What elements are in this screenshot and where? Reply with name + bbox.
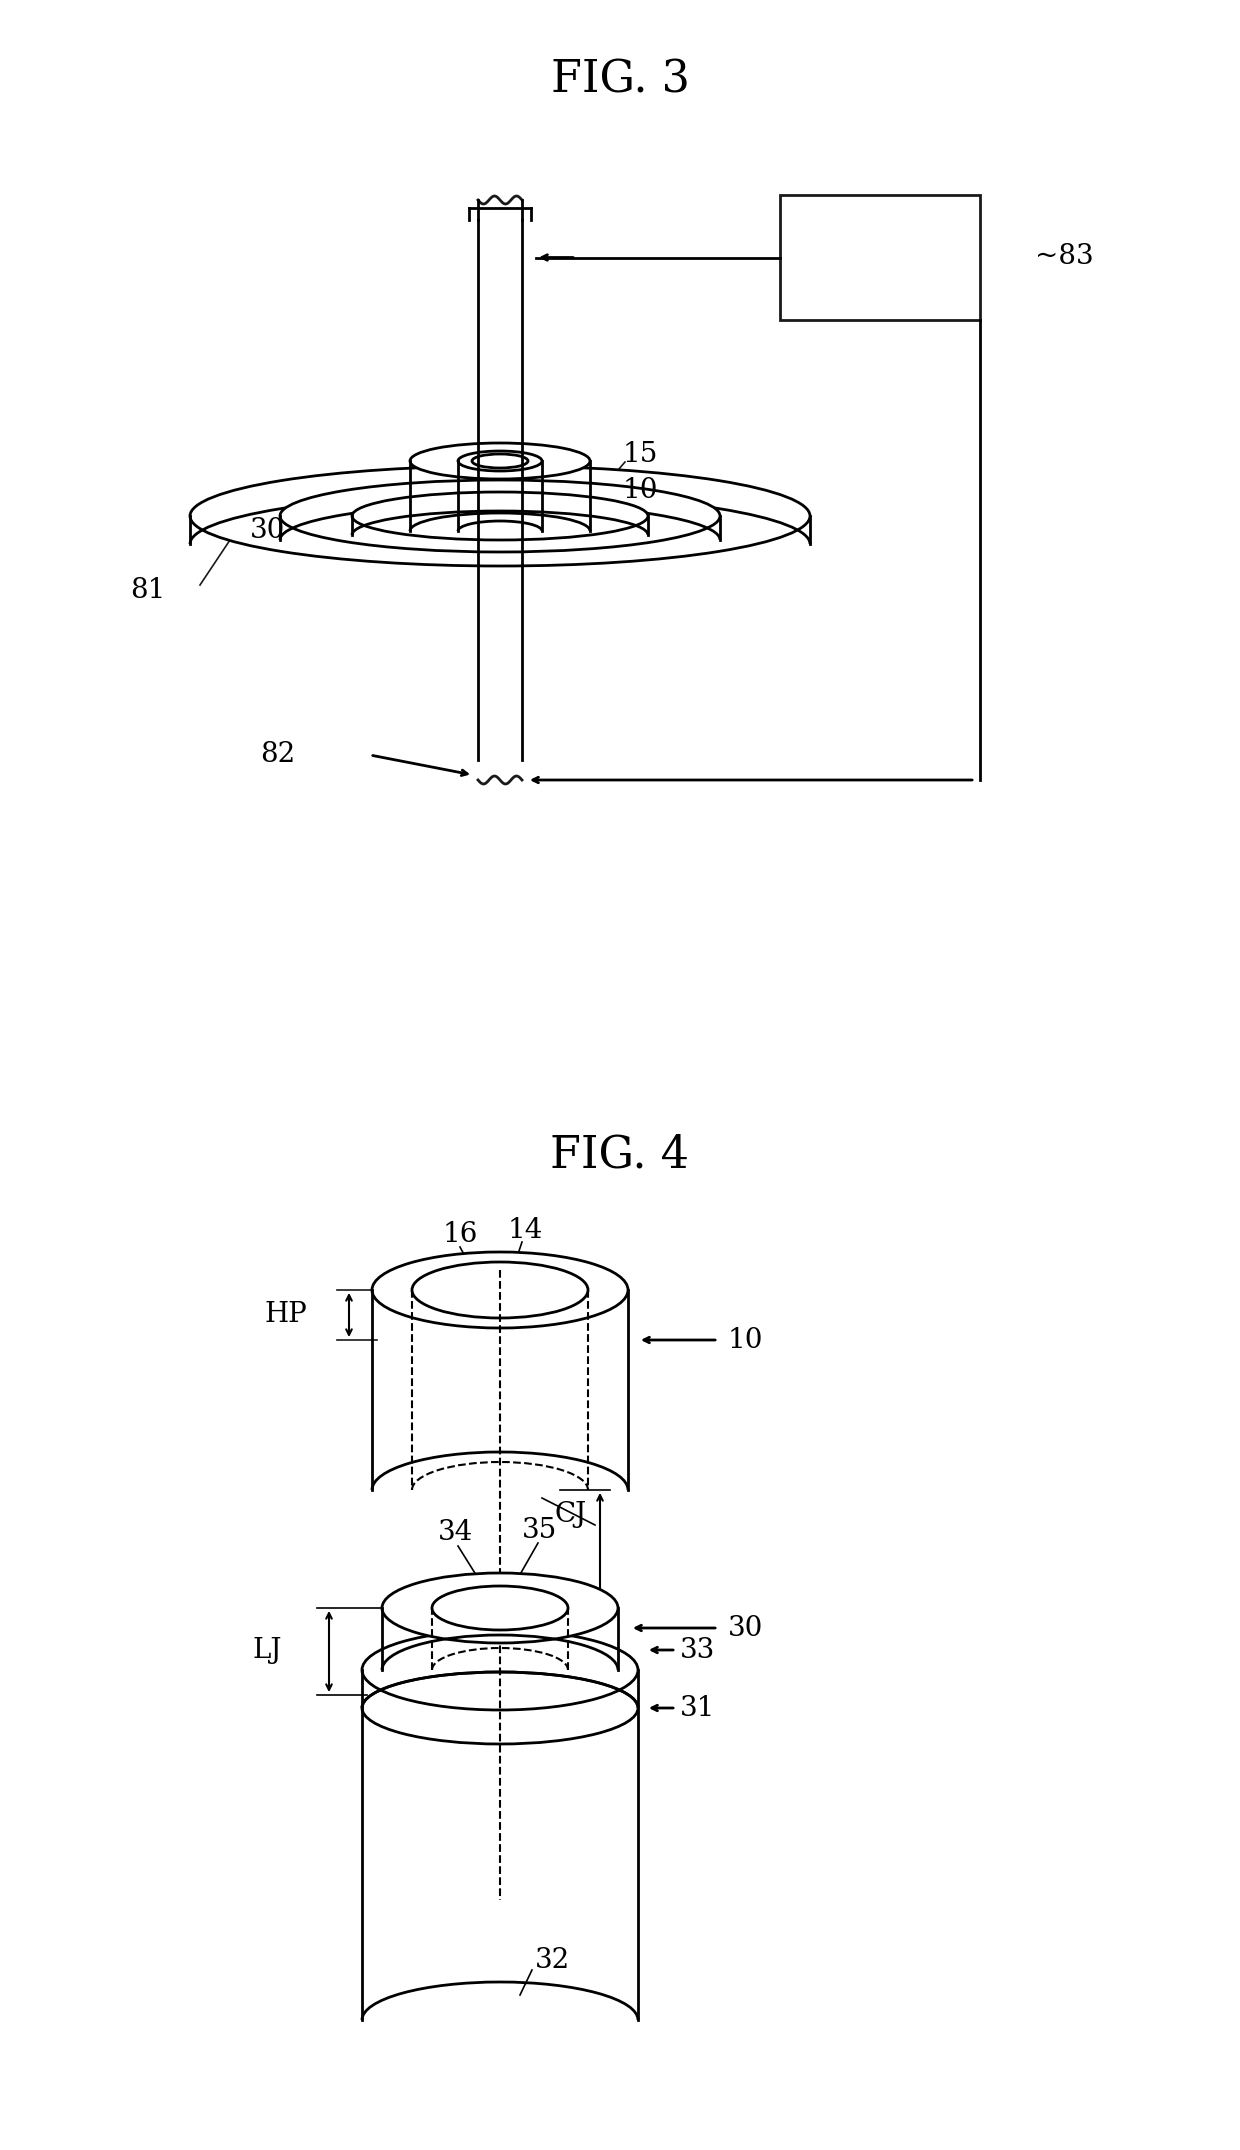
Ellipse shape [472, 454, 528, 469]
Ellipse shape [190, 467, 810, 565]
Text: HP: HP [264, 1301, 308, 1329]
Text: 33: 33 [680, 1636, 715, 1664]
Ellipse shape [432, 1587, 568, 1630]
Ellipse shape [372, 1251, 627, 1329]
Text: 82: 82 [259, 742, 295, 768]
Text: 10: 10 [728, 1327, 764, 1354]
Text: 14: 14 [507, 1217, 543, 1243]
Text: 35: 35 [522, 1516, 558, 1544]
Text: 31: 31 [680, 1694, 715, 1722]
Text: 32: 32 [534, 1946, 570, 1974]
Text: CJ: CJ [556, 1501, 588, 1529]
Ellipse shape [280, 479, 720, 553]
Ellipse shape [458, 452, 542, 471]
Text: 10: 10 [622, 477, 657, 503]
Text: ~83: ~83 [1035, 243, 1094, 271]
Text: FIG. 3: FIG. 3 [551, 58, 689, 101]
Text: 30: 30 [728, 1615, 764, 1640]
Text: 15: 15 [622, 441, 657, 469]
Ellipse shape [410, 443, 590, 479]
Text: FIG. 4: FIG. 4 [551, 1133, 689, 1176]
Ellipse shape [362, 1630, 639, 1709]
Text: 81: 81 [130, 576, 166, 604]
Text: 16: 16 [443, 1221, 477, 1249]
Bar [780, 196, 980, 320]
Text: 34: 34 [438, 1520, 472, 1546]
Text: 30: 30 [250, 516, 285, 544]
Text: LJ: LJ [253, 1638, 281, 1664]
Ellipse shape [382, 1574, 618, 1643]
Ellipse shape [352, 492, 649, 540]
